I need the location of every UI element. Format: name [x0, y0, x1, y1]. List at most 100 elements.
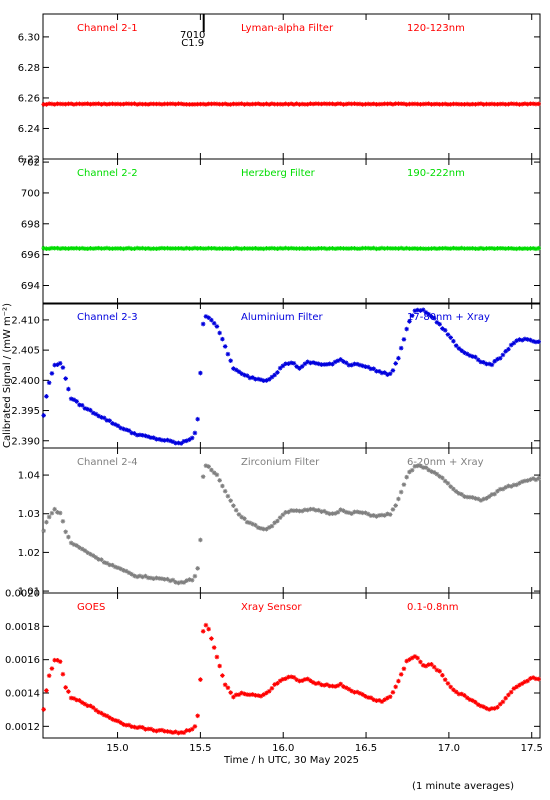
data-point	[451, 687, 456, 693]
data-point	[46, 514, 52, 520]
data-point	[239, 690, 244, 696]
data-point	[46, 673, 52, 678]
data-point	[495, 488, 500, 494]
data-point	[88, 703, 93, 709]
data-point	[429, 246, 434, 251]
data-point	[467, 353, 473, 358]
data-point	[475, 702, 481, 707]
data-point	[478, 101, 484, 106]
data-point	[242, 516, 247, 521]
data-point	[429, 469, 434, 474]
data-point	[327, 361, 332, 367]
data-point	[93, 555, 99, 560]
data-point	[132, 724, 137, 730]
y-tick-label: 6.28	[18, 63, 40, 74]
data-point	[272, 520, 277, 526]
data-point	[148, 246, 154, 252]
data-point	[280, 676, 286, 682]
data-point	[327, 246, 332, 251]
data-point	[140, 245, 145, 251]
data-point	[294, 246, 299, 251]
data-point	[330, 361, 335, 367]
data-point	[319, 682, 324, 688]
data-point	[508, 246, 514, 251]
data-point	[101, 415, 107, 421]
data-point	[533, 246, 539, 252]
data-point	[104, 713, 110, 719]
data-point	[189, 246, 195, 251]
data-point	[305, 359, 310, 365]
data-point	[244, 519, 250, 525]
data-point	[431, 664, 437, 670]
data-point	[451, 486, 456, 492]
data-point	[423, 465, 429, 470]
data-point	[90, 101, 96, 107]
data-point	[280, 246, 286, 251]
data-point	[360, 245, 365, 251]
data-point	[206, 245, 211, 251]
data-point	[475, 101, 481, 107]
data-point	[365, 245, 371, 251]
data-point	[60, 101, 66, 107]
data-point	[253, 101, 258, 107]
data-point	[288, 245, 294, 251]
x-axis-title: Time / h UTC, 30 May 2025	[223, 755, 359, 766]
data-point	[308, 678, 313, 683]
data-point	[129, 571, 134, 577]
data-point	[250, 375, 255, 380]
data-point	[511, 340, 517, 346]
data-point	[459, 245, 464, 251]
data-point	[442, 245, 448, 251]
data-point	[327, 101, 332, 107]
data-point	[101, 560, 107, 565]
data-point	[503, 102, 508, 107]
data-point	[247, 246, 253, 251]
data-point	[404, 102, 409, 107]
data-point	[332, 246, 338, 252]
data-point	[90, 705, 96, 710]
data-point	[233, 692, 239, 698]
data-point	[291, 246, 297, 251]
data-point	[462, 693, 467, 698]
data-point	[55, 101, 60, 107]
data-point	[280, 102, 286, 107]
data-point	[489, 706, 495, 711]
data-point	[195, 713, 200, 719]
data-point	[123, 101, 129, 107]
data-point	[357, 690, 363, 696]
data-point	[250, 246, 255, 251]
data-point	[255, 246, 261, 252]
data-point	[126, 428, 132, 433]
data-point	[291, 361, 297, 366]
data-point	[352, 101, 357, 106]
data-point	[423, 310, 429, 315]
data-point	[60, 245, 66, 251]
data-point	[266, 377, 272, 382]
data-point	[371, 513, 376, 518]
data-point	[393, 684, 398, 690]
data-point	[363, 510, 368, 516]
data-point	[159, 101, 165, 107]
data-point	[88, 101, 93, 107]
data-point	[49, 101, 55, 107]
data-point	[101, 246, 107, 251]
data-point	[429, 314, 434, 319]
data-point	[448, 684, 453, 690]
data-point	[90, 410, 96, 416]
data-point	[354, 509, 360, 515]
data-point	[206, 315, 211, 320]
data-point	[464, 494, 470, 500]
data-point	[297, 366, 302, 371]
data-point	[115, 718, 121, 724]
data-point	[343, 246, 349, 251]
data-point	[277, 365, 283, 371]
data-point	[93, 246, 99, 251]
data-point	[222, 246, 228, 251]
data-point	[360, 102, 365, 107]
data-point	[459, 691, 464, 697]
data-point	[167, 246, 173, 251]
data-point	[404, 245, 409, 251]
data-point	[151, 728, 156, 733]
data-point	[52, 657, 57, 663]
data-point	[371, 697, 376, 702]
